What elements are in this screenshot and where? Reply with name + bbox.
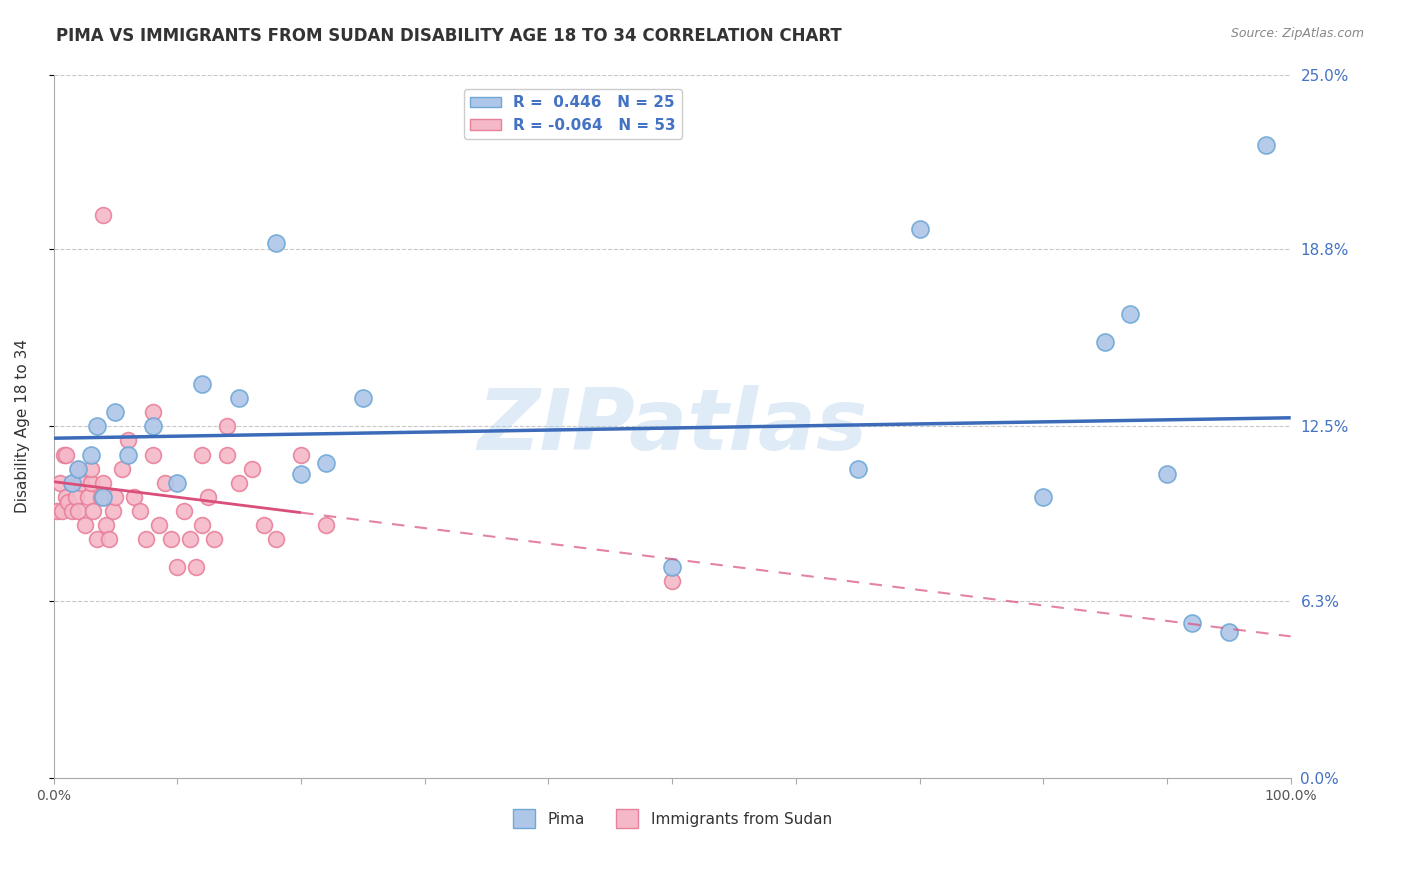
Point <box>204 532 226 546</box>
Point <box>166 475 188 490</box>
Point <box>51 504 73 518</box>
Point <box>240 461 263 475</box>
Point <box>290 448 312 462</box>
Point <box>67 461 90 475</box>
Point <box>191 448 214 462</box>
Point <box>80 448 103 462</box>
Point <box>228 391 250 405</box>
Point <box>352 391 374 405</box>
Point <box>1181 616 1204 631</box>
Point <box>215 419 238 434</box>
Point <box>215 448 238 462</box>
Point <box>290 467 312 482</box>
Point <box>1032 490 1054 504</box>
Point <box>80 475 103 490</box>
Point <box>86 419 108 434</box>
Point <box>228 475 250 490</box>
Point <box>67 461 90 475</box>
Point <box>148 517 170 532</box>
Point <box>846 461 869 475</box>
Point <box>129 504 152 518</box>
Point <box>77 490 100 504</box>
Point <box>58 495 80 509</box>
Point <box>82 504 104 518</box>
Point <box>142 419 165 434</box>
Point <box>135 532 157 546</box>
Point <box>661 574 683 589</box>
Point <box>52 448 75 462</box>
Point <box>65 490 87 504</box>
Point <box>60 475 83 490</box>
Point <box>104 490 127 504</box>
Point <box>91 490 114 504</box>
Point <box>55 490 77 504</box>
Point <box>142 405 165 419</box>
Point <box>117 434 139 448</box>
Point <box>60 504 83 518</box>
Point <box>179 532 201 546</box>
Point <box>253 517 276 532</box>
Point <box>91 475 114 490</box>
Point <box>153 475 176 490</box>
Y-axis label: Disability Age 18 to 34: Disability Age 18 to 34 <box>15 339 30 514</box>
Point <box>173 504 195 518</box>
Point <box>142 448 165 462</box>
Point <box>101 504 124 518</box>
Point <box>111 461 134 475</box>
Point <box>661 560 683 574</box>
Point <box>266 236 288 251</box>
Point <box>1254 137 1277 152</box>
Point <box>1218 624 1240 639</box>
Point <box>197 490 219 504</box>
Point <box>80 461 103 475</box>
Point <box>1094 334 1116 349</box>
Point <box>55 448 77 462</box>
Point <box>1119 307 1142 321</box>
Point <box>67 504 90 518</box>
Point <box>46 504 69 518</box>
Text: ZIPatlas: ZIPatlas <box>477 384 868 468</box>
Text: PIMA VS IMMIGRANTS FROM SUDAN DISABILITY AGE 18 TO 34 CORRELATION CHART: PIMA VS IMMIGRANTS FROM SUDAN DISABILITY… <box>56 27 842 45</box>
Point <box>315 517 337 532</box>
Point <box>86 532 108 546</box>
Point <box>117 448 139 462</box>
Point <box>184 560 207 574</box>
Point <box>49 475 72 490</box>
Point <box>1156 467 1178 482</box>
Point <box>908 222 931 236</box>
Point <box>91 208 114 222</box>
Point <box>94 517 117 532</box>
Point <box>60 475 83 490</box>
Point <box>160 532 183 546</box>
Point <box>69 475 91 490</box>
Point <box>315 456 337 470</box>
Legend: Pima, Immigrants from Sudan: Pima, Immigrants from Sudan <box>506 803 838 834</box>
Point <box>122 490 145 504</box>
Point <box>191 377 214 392</box>
Point <box>191 517 214 532</box>
Point <box>90 490 112 504</box>
Point <box>266 532 288 546</box>
Point <box>104 405 127 419</box>
Point <box>73 517 96 532</box>
Point <box>166 560 188 574</box>
Point <box>98 532 121 546</box>
Text: Source: ZipAtlas.com: Source: ZipAtlas.com <box>1230 27 1364 40</box>
